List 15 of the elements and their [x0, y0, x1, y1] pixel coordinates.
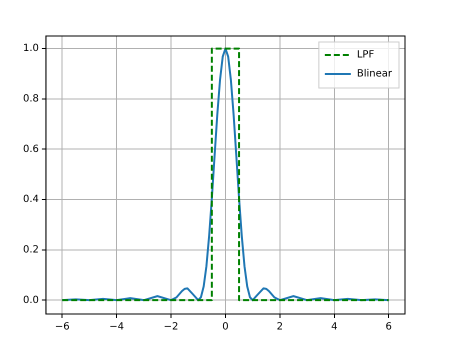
y-tick-label: 0.6: [22, 144, 39, 155]
x-tick-label: 6: [385, 322, 392, 333]
x-tick-label: −6: [54, 322, 70, 333]
legend-label: Blinear: [356, 68, 393, 80]
x-tick-label: 4: [331, 322, 338, 333]
y-tick-label: 0.2: [22, 244, 39, 256]
x-tick-label: 2: [276, 322, 284, 333]
x-tick-label: −4: [109, 322, 124, 333]
y-tick-label: 1.0: [22, 43, 39, 54]
y-tick-label: 0.4: [22, 194, 39, 206]
y-tick-label: 0.8: [22, 93, 39, 104]
x-tick-label: 0: [222, 322, 229, 333]
legend-label: LPF: [356, 50, 374, 61]
x-tick-label: −2: [164, 322, 178, 333]
y-tick-label: 0.0: [22, 294, 39, 306]
